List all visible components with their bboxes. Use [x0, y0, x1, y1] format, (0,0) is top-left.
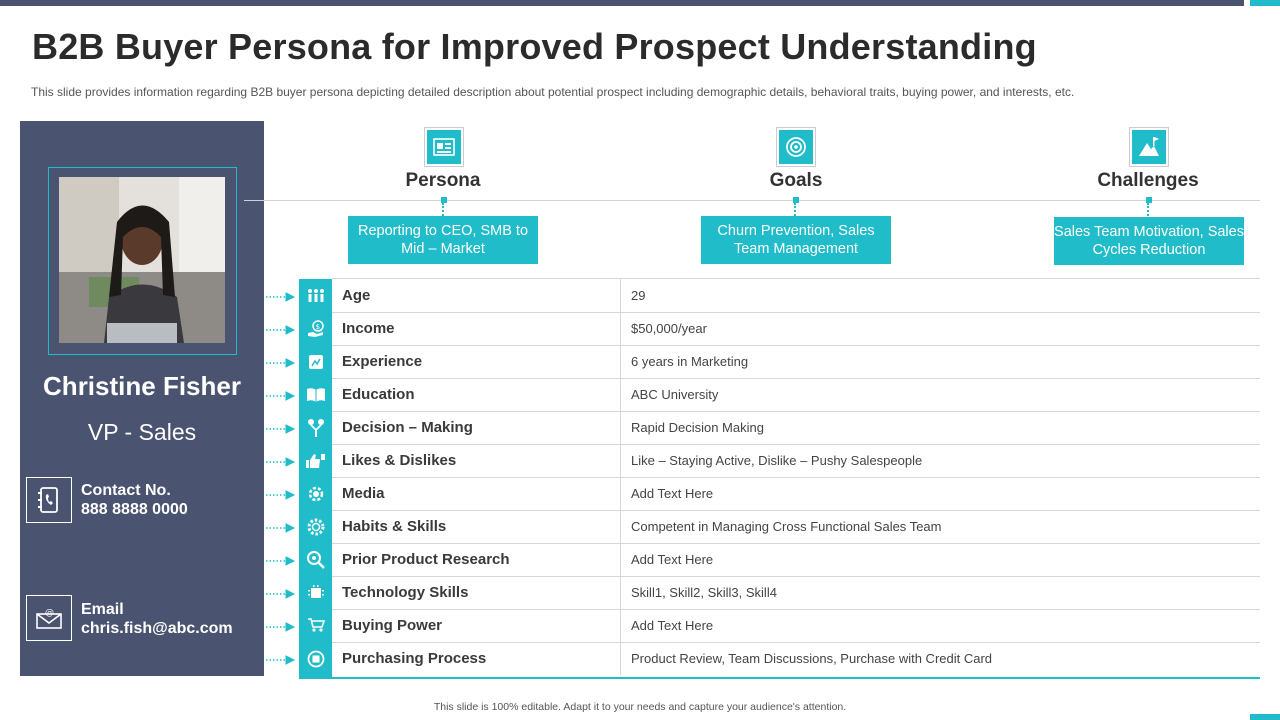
- person-role: VP - Sales: [87, 419, 197, 445]
- people-icon: [299, 279, 332, 312]
- chart-frame-icon: [299, 345, 332, 378]
- row-value: Competent in Managing Cross Functional S…: [631, 519, 942, 534]
- footer-note: This slide is 100% editable. Adapt it to…: [433, 701, 847, 713]
- table-bottom-border: [332, 677, 1260, 679]
- row-value: 29: [631, 288, 646, 303]
- table-row: Habits & Skills Competent in Managing Cro…: [332, 510, 1260, 544]
- svg-text:@: @: [45, 608, 54, 618]
- row-label: Age: [342, 287, 371, 304]
- column-heading-challenges: Challenges: [1097, 170, 1199, 191]
- svg-text:$: $: [315, 323, 319, 331]
- table-icon-column: [299, 279, 332, 679]
- column-connector: [794, 203, 797, 219]
- row-value: $50,000/year: [631, 321, 707, 336]
- column-dot: [793, 197, 799, 203]
- profile-panel: Christine Fisher VP - Sales Contact No. …: [20, 121, 264, 676]
- profile-photo-frame: [48, 167, 237, 355]
- money-hand-icon: $: [299, 312, 332, 345]
- row-value: Add Text Here: [631, 618, 714, 633]
- contact-value: 888 8888 0000: [81, 501, 188, 518]
- target-icon: [776, 127, 816, 167]
- magnifier-icon: [299, 543, 332, 576]
- column-dot: [441, 197, 447, 203]
- person-name: Christine Fisher: [43, 371, 241, 401]
- table-row: Media Add Text Here: [332, 477, 1260, 511]
- row-value: Add Text Here: [631, 552, 714, 567]
- page-title: B2B Buyer Persona for Improved Prospect …: [32, 26, 1037, 67]
- column-connector: [1147, 203, 1150, 219]
- row-label: Experience: [342, 353, 423, 370]
- table-row: Technology Skills Skill1, Skill2, Skill3,…: [332, 576, 1260, 610]
- row-label: Habits & Skills: [342, 518, 447, 535]
- row-label: Prior Product Research: [342, 551, 510, 568]
- row-value: Skill1, Skill2, Skill3, Skill4: [631, 585, 777, 600]
- top-bar-accent: [1250, 0, 1280, 6]
- row-value: ABC University: [631, 387, 719, 402]
- table-row: Purchasing Process Product Review, Team D…: [332, 642, 1260, 675]
- row-label: Buying Power: [342, 617, 443, 634]
- cog-icon: [299, 510, 332, 543]
- mountain-climb-icon: [1129, 127, 1169, 167]
- row-value: Like – Staying Active, Dislike – Pushy S…: [631, 453, 923, 468]
- email-value: chris.fish@abc.com: [81, 620, 233, 637]
- column-connector: [442, 203, 445, 219]
- process-cycle-icon: [299, 642, 332, 675]
- table-row: Age 29: [332, 279, 1260, 313]
- row-label: Media: [342, 485, 385, 502]
- row-label: Technology Skills: [342, 584, 469, 601]
- row-label: Purchasing Process: [342, 650, 487, 667]
- row-label: Education: [342, 386, 415, 403]
- decision-tree-icon: [299, 411, 332, 444]
- contact-label: Contact No.: [81, 482, 171, 499]
- email-label: Email: [81, 601, 124, 618]
- table-row: Education ABC University: [332, 378, 1260, 412]
- top-bar: [0, 0, 1244, 6]
- row-arrows: [266, 292, 296, 665]
- id-card-icon: [424, 127, 464, 167]
- row-value: Product Review, Team Discussions, Purcha…: [631, 651, 993, 666]
- table-row: Prior Product Research Add Text Here: [332, 543, 1260, 577]
- table-row: Experience 6 years in Marketing: [332, 345, 1260, 379]
- profile-photo: [59, 177, 225, 343]
- media-gear-icon: [299, 477, 332, 510]
- table-row: Buying Power Add Text Here: [332, 609, 1260, 643]
- table-row: Likes & Dislikes Like – Staying Active, D…: [332, 444, 1260, 478]
- thumbs-icon: [299, 444, 332, 477]
- column-dot: [1146, 197, 1152, 203]
- column-heading-goals: Goals: [769, 170, 823, 191]
- table-row: Income $50,000/year: [332, 312, 1260, 346]
- row-value: 6 years in Marketing: [631, 354, 749, 369]
- challenges-box: Sales Team Motivation, Sales Cycles Redu…: [1054, 217, 1244, 265]
- cart-hand-icon: [299, 609, 332, 642]
- book-icon: [299, 378, 332, 411]
- row-label: Income: [342, 320, 395, 337]
- phone-book-icon: [26, 477, 72, 523]
- row-value: Add Text Here: [631, 486, 714, 501]
- table-row: Decision – Making Rapid Decision Making: [332, 411, 1260, 445]
- persona-box: Reporting to CEO, SMB to Mid – Market: [348, 216, 538, 264]
- page-subtitle: This slide provides information regardin…: [31, 85, 1075, 99]
- row-label: Decision – Making: [342, 419, 473, 436]
- corner-accent: [1250, 714, 1280, 720]
- row-value: Rapid Decision Making: [631, 420, 764, 435]
- column-heading-persona: Persona: [405, 170, 481, 191]
- goals-box: Churn Prevention, Sales Team Management: [701, 216, 891, 264]
- row-label: Likes & Dislikes: [342, 452, 457, 469]
- table-top-border: [332, 278, 1260, 279]
- tech-chip-icon: [299, 576, 332, 609]
- header-divider: [244, 200, 1260, 201]
- email-envelope-icon: @: [26, 595, 72, 641]
